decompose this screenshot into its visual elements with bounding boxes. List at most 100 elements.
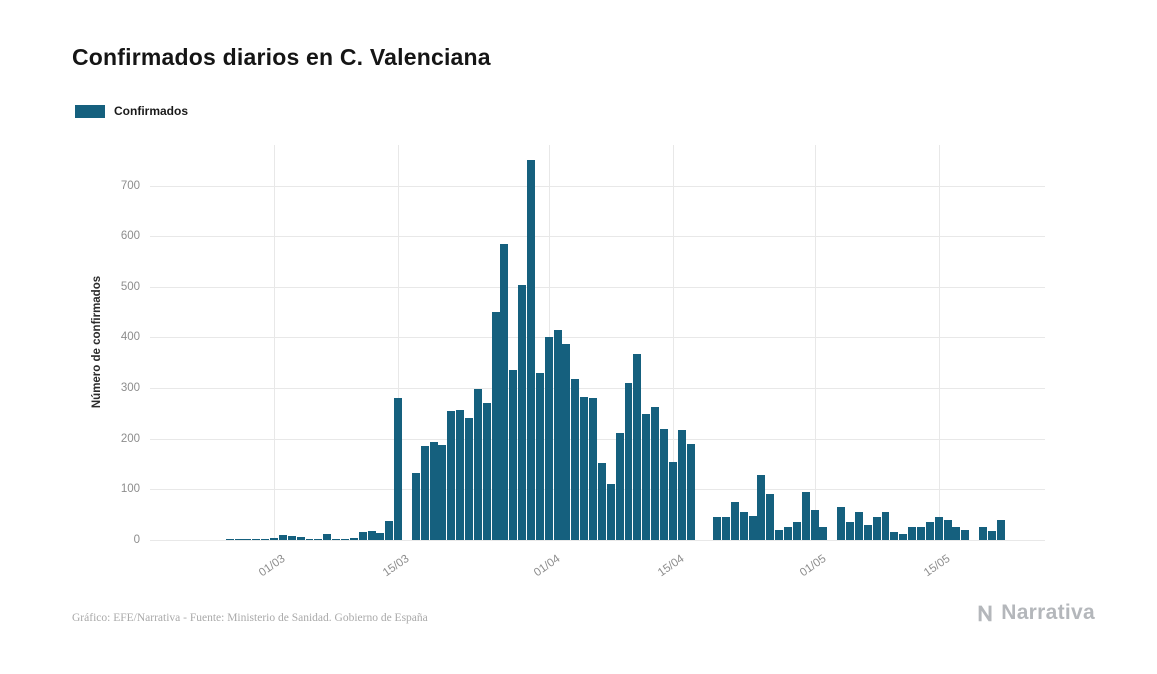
y-tick-label: 500 bbox=[120, 280, 140, 293]
bar bbox=[571, 378, 580, 540]
bar bbox=[978, 527, 987, 540]
bar bbox=[465, 418, 473, 540]
bar bbox=[686, 443, 695, 540]
bar bbox=[243, 539, 252, 540]
bar bbox=[456, 409, 465, 540]
y-tick-label: 700 bbox=[120, 179, 140, 192]
y-gridline bbox=[150, 337, 1045, 339]
bar bbox=[420, 446, 429, 540]
bar bbox=[633, 353, 642, 540]
bar bbox=[908, 527, 917, 540]
bar bbox=[340, 538, 349, 540]
bar bbox=[651, 406, 660, 540]
bar bbox=[305, 539, 314, 540]
x-tick-label: 15/03 bbox=[381, 552, 412, 580]
bar bbox=[757, 475, 766, 540]
bar bbox=[278, 534, 287, 540]
brand-name: Narrativa bbox=[1001, 601, 1095, 624]
y-tick-label: 300 bbox=[120, 382, 140, 395]
bar bbox=[270, 538, 279, 540]
y-tick-label: 200 bbox=[120, 432, 140, 445]
x-gridline bbox=[274, 145, 276, 540]
y-gridline bbox=[150, 236, 1045, 238]
bar bbox=[553, 329, 562, 540]
bar bbox=[544, 337, 553, 540]
bar bbox=[872, 517, 881, 540]
bar bbox=[482, 403, 491, 540]
legend: Confirmados bbox=[75, 104, 188, 118]
bar bbox=[642, 414, 651, 540]
bar bbox=[314, 538, 323, 540]
bar bbox=[961, 529, 970, 540]
bar bbox=[394, 397, 403, 540]
y-tick-label: 100 bbox=[120, 483, 140, 496]
bar bbox=[376, 532, 385, 540]
bar bbox=[810, 509, 819, 540]
bar bbox=[589, 398, 598, 540]
bar bbox=[562, 343, 571, 540]
bar bbox=[801, 491, 810, 540]
y-gridline bbox=[150, 438, 1045, 440]
bar bbox=[943, 519, 952, 540]
x-gridline bbox=[814, 145, 816, 540]
y-tick-label: 400 bbox=[120, 331, 140, 344]
bar bbox=[952, 527, 961, 540]
bar bbox=[846, 522, 855, 540]
bar bbox=[784, 527, 792, 540]
bar bbox=[819, 527, 828, 540]
x-tick-label: 01/04 bbox=[531, 552, 563, 580]
bar bbox=[509, 370, 518, 540]
y-gridline bbox=[150, 489, 1045, 491]
bar bbox=[349, 537, 358, 540]
bar bbox=[624, 383, 633, 540]
bar bbox=[677, 429, 686, 540]
bar bbox=[252, 538, 261, 540]
x-gridline bbox=[672, 145, 674, 540]
y-gridline bbox=[150, 388, 1045, 390]
y-tick-label: 600 bbox=[120, 230, 140, 243]
bar bbox=[225, 539, 234, 540]
bar bbox=[580, 396, 589, 540]
bar bbox=[491, 312, 500, 540]
bar bbox=[429, 442, 438, 540]
bar bbox=[934, 517, 943, 540]
bar bbox=[615, 432, 624, 540]
bar bbox=[535, 372, 544, 540]
bar bbox=[518, 285, 527, 540]
bar bbox=[748, 515, 757, 540]
bar bbox=[527, 160, 536, 540]
bar bbox=[996, 519, 1005, 540]
x-tick-label: 15/05 bbox=[921, 552, 953, 580]
bar bbox=[837, 507, 846, 540]
x-tick-label: 15/04 bbox=[655, 552, 687, 580]
x-gridline bbox=[938, 145, 940, 540]
bar bbox=[597, 463, 606, 540]
bar bbox=[234, 538, 243, 540]
bar bbox=[730, 502, 739, 540]
bar bbox=[766, 494, 775, 540]
bar bbox=[332, 539, 341, 540]
bar bbox=[916, 527, 925, 540]
bar bbox=[987, 530, 996, 540]
bar bbox=[890, 532, 899, 540]
bar bbox=[739, 512, 748, 540]
bar bbox=[358, 532, 367, 540]
x-gridline bbox=[398, 145, 400, 540]
bar bbox=[367, 531, 376, 540]
bar bbox=[899, 533, 908, 540]
x-tick-label: 01/05 bbox=[797, 552, 829, 580]
bar bbox=[438, 444, 447, 540]
chart-title: Confirmados diarios en C. Valenciana bbox=[72, 44, 491, 70]
source-credit: Gráfico: EFE/Narrativa - Fuente: Ministe… bbox=[72, 612, 428, 624]
bar bbox=[659, 428, 668, 540]
bar bbox=[775, 529, 784, 540]
bar bbox=[713, 517, 722, 540]
bar bbox=[261, 539, 270, 540]
legend-swatch-icon bbox=[75, 104, 105, 118]
narrativa-logo: Narrativa bbox=[975, 601, 1095, 625]
bar bbox=[863, 524, 872, 540]
bar bbox=[668, 461, 677, 540]
bar bbox=[323, 533, 332, 540]
